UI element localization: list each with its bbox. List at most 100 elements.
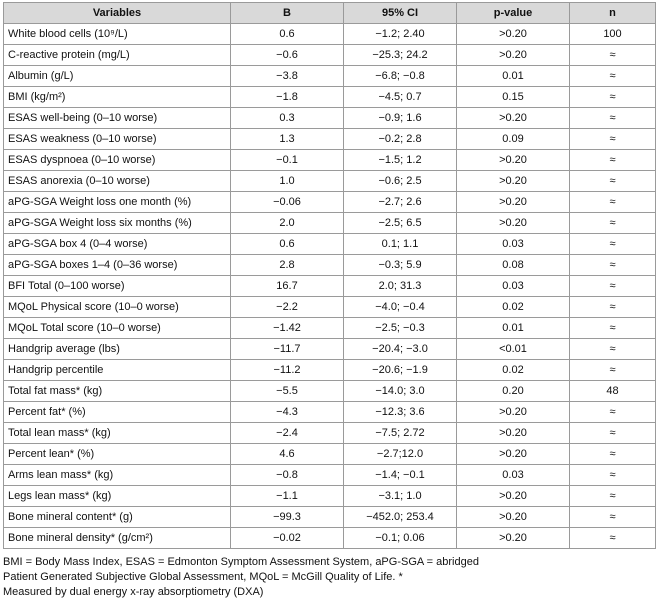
cell-b: 1.3 — [230, 128, 344, 150]
cell-b: 16.7 — [230, 275, 344, 297]
cell-variable: Handgrip percentile — [3, 359, 231, 381]
cell-ci: −452.0; 253.4 — [343, 506, 457, 528]
cell-b: −0.1 — [230, 149, 344, 171]
cell-variable: Arms lean mass* (kg) — [3, 464, 231, 486]
table-row: ESAS well-being (0–10 worse) 0.3 −0.9; 1.6… — [3, 107, 656, 129]
header-row: Variables B 95% CI p-value n — [3, 2, 656, 24]
cell-variable: BMI (kg/m²) — [3, 86, 231, 108]
cell-n: ≈ — [569, 506, 656, 528]
cell-n: 48 — [569, 380, 656, 402]
table-row: aPG-SGA Weight loss one month (%) −0.06 −2… — [3, 191, 656, 213]
cell-n: ≈ — [569, 527, 656, 549]
cell-n: ≈ — [569, 107, 656, 129]
cell-n: ≈ — [569, 296, 656, 318]
cell-variable: aPG-SGA boxes 1–4 (0–36 worse) — [3, 254, 231, 276]
cell-ci: −1.2; 2.40 — [343, 23, 457, 45]
cell-p-value: 0.08 — [456, 254, 570, 276]
cell-b: −1.42 — [230, 317, 344, 339]
cell-p-value: 0.02 — [456, 296, 570, 318]
cell-n: ≈ — [569, 443, 656, 465]
header-ci: 95% CI — [343, 2, 457, 24]
cell-n: ≈ — [569, 86, 656, 108]
cell-b: 4.6 — [230, 443, 344, 465]
cell-ci: −2.5; 6.5 — [343, 212, 457, 234]
cell-n: ≈ — [569, 212, 656, 234]
cell-variable: Legs lean mass* (kg) — [3, 485, 231, 507]
cell-ci: −0.3; 5.9 — [343, 254, 457, 276]
cell-ci: −7.5; 2.72 — [343, 422, 457, 444]
cell-variable: aPG-SGA Weight loss one month (%) — [3, 191, 231, 213]
cell-b: −1.8 — [230, 86, 344, 108]
cell-n: ≈ — [569, 485, 656, 507]
table-row: ESAS anorexia (0–10 worse) 1.0 −0.6; 2.5 >0… — [3, 170, 656, 192]
table-row: C-reactive protein (mg/L) −0.6 −25.3; 24.2… — [3, 44, 656, 66]
cell-variable: MQoL Total score (10–0 worse) — [3, 317, 231, 339]
cell-b: 0.6 — [230, 23, 344, 45]
header-variables: Variables — [3, 2, 231, 24]
cell-p-value: <0.01 — [456, 338, 570, 360]
cell-b: 2.0 — [230, 212, 344, 234]
cell-n: ≈ — [569, 422, 656, 444]
cell-ci: −20.6; −1.9 — [343, 359, 457, 381]
table-row: MQoL Total score (10–0 worse) −1.42 −2.5; … — [3, 317, 656, 339]
cell-p-value: >0.20 — [456, 443, 570, 465]
cell-p-value: 0.03 — [456, 275, 570, 297]
cell-n: ≈ — [569, 338, 656, 360]
footnote-line: BMI = Body Mass Index, ESAS = Edmonton S… — [3, 556, 479, 568]
cell-b: −0.06 — [230, 191, 344, 213]
cell-b: −99.3 — [230, 506, 344, 528]
cell-ci: −6.8; −0.8 — [343, 65, 457, 87]
table-row: Arms lean mass* (kg) −0.8 −1.4; −0.1 0.03 ≈ — [3, 464, 656, 486]
cell-variable: Total lean mass* (kg) — [3, 422, 231, 444]
cell-variable: Bone mineral density* (g/cm²) — [3, 527, 231, 549]
cell-ci: −4.0; −0.4 — [343, 296, 457, 318]
cell-variable: ESAS well-being (0–10 worse) — [3, 107, 231, 129]
table-row: aPG-SGA boxes 1–4 (0–36 worse) 2.8 −0.3; 5… — [3, 254, 656, 276]
cell-ci: −12.3; 3.6 — [343, 401, 457, 423]
table-row: Bone mineral content* (g) −99.3 −452.0; 25… — [3, 506, 656, 528]
results-table: Variables B 95% CI p-value n White blood… — [3, 2, 656, 549]
cell-variable: White blood cells (10⁹/L) — [3, 23, 231, 45]
footnote-line: Patient Generated Subjective Global Asse… — [3, 571, 403, 583]
cell-p-value: >0.20 — [456, 527, 570, 549]
cell-p-value: >0.20 — [456, 149, 570, 171]
cell-b: −2.2 — [230, 296, 344, 318]
cell-p-value: >0.20 — [456, 107, 570, 129]
cell-ci: −25.3; 24.2 — [343, 44, 457, 66]
cell-variable: MQoL Physical score (10–0 worse) — [3, 296, 231, 318]
footnote-line: Measured by dual energy x-ray absorptiom… — [3, 586, 264, 598]
table-row: Total fat mass* (kg) −5.5 −14.0; 3.0 0.20 48 — [3, 380, 656, 402]
table-row: ESAS dyspnoea (0–10 worse) −0.1 −1.5; 1.2 >… — [3, 149, 656, 171]
table-row: Handgrip percentile −11.2 −20.6; −1.9 0.02 ≈ — [3, 359, 656, 381]
table-row: White blood cells (10⁹/L) 0.6 −1.2; 2.40 >0… — [3, 23, 656, 45]
cell-p-value: >0.20 — [456, 401, 570, 423]
cell-b: 0.6 — [230, 233, 344, 255]
cell-b: 1.0 — [230, 170, 344, 192]
cell-variable: ESAS dyspnoea (0–10 worse) — [3, 149, 231, 171]
cell-n: 100 — [569, 23, 656, 45]
cell-p-value: >0.20 — [456, 422, 570, 444]
cell-n: ≈ — [569, 170, 656, 192]
cell-p-value: >0.20 — [456, 212, 570, 234]
cell-b: −5.5 — [230, 380, 344, 402]
cell-variable: Bone mineral content* (g) — [3, 506, 231, 528]
table-row: ESAS weakness (0–10 worse) 1.3 −0.2; 2.8 0.… — [3, 128, 656, 150]
cell-b: −2.4 — [230, 422, 344, 444]
cell-b: −4.3 — [230, 401, 344, 423]
cell-ci: −0.9; 1.6 — [343, 107, 457, 129]
cell-variable: Percent fat* (%) — [3, 401, 231, 423]
cell-ci: −3.1; 1.0 — [343, 485, 457, 507]
cell-p-value: >0.20 — [456, 170, 570, 192]
cell-p-value: 0.15 — [456, 86, 570, 108]
table-row: Handgrip average (lbs) −11.7 −20.4; −3.0 <0… — [3, 338, 656, 360]
cell-p-value: >0.20 — [456, 23, 570, 45]
cell-b: −0.8 — [230, 464, 344, 486]
cell-p-value: >0.20 — [456, 44, 570, 66]
cell-variable: Handgrip average (lbs) — [3, 338, 231, 360]
cell-n: ≈ — [569, 317, 656, 339]
cell-p-value: 0.01 — [456, 317, 570, 339]
cell-p-value: >0.20 — [456, 506, 570, 528]
table-row: MQoL Physical score (10–0 worse) −2.2 −4.0… — [3, 296, 656, 318]
table-row: Total lean mass* (kg) −2.4 −7.5; 2.72 >0.20… — [3, 422, 656, 444]
header-p-value: p-value — [456, 2, 570, 24]
